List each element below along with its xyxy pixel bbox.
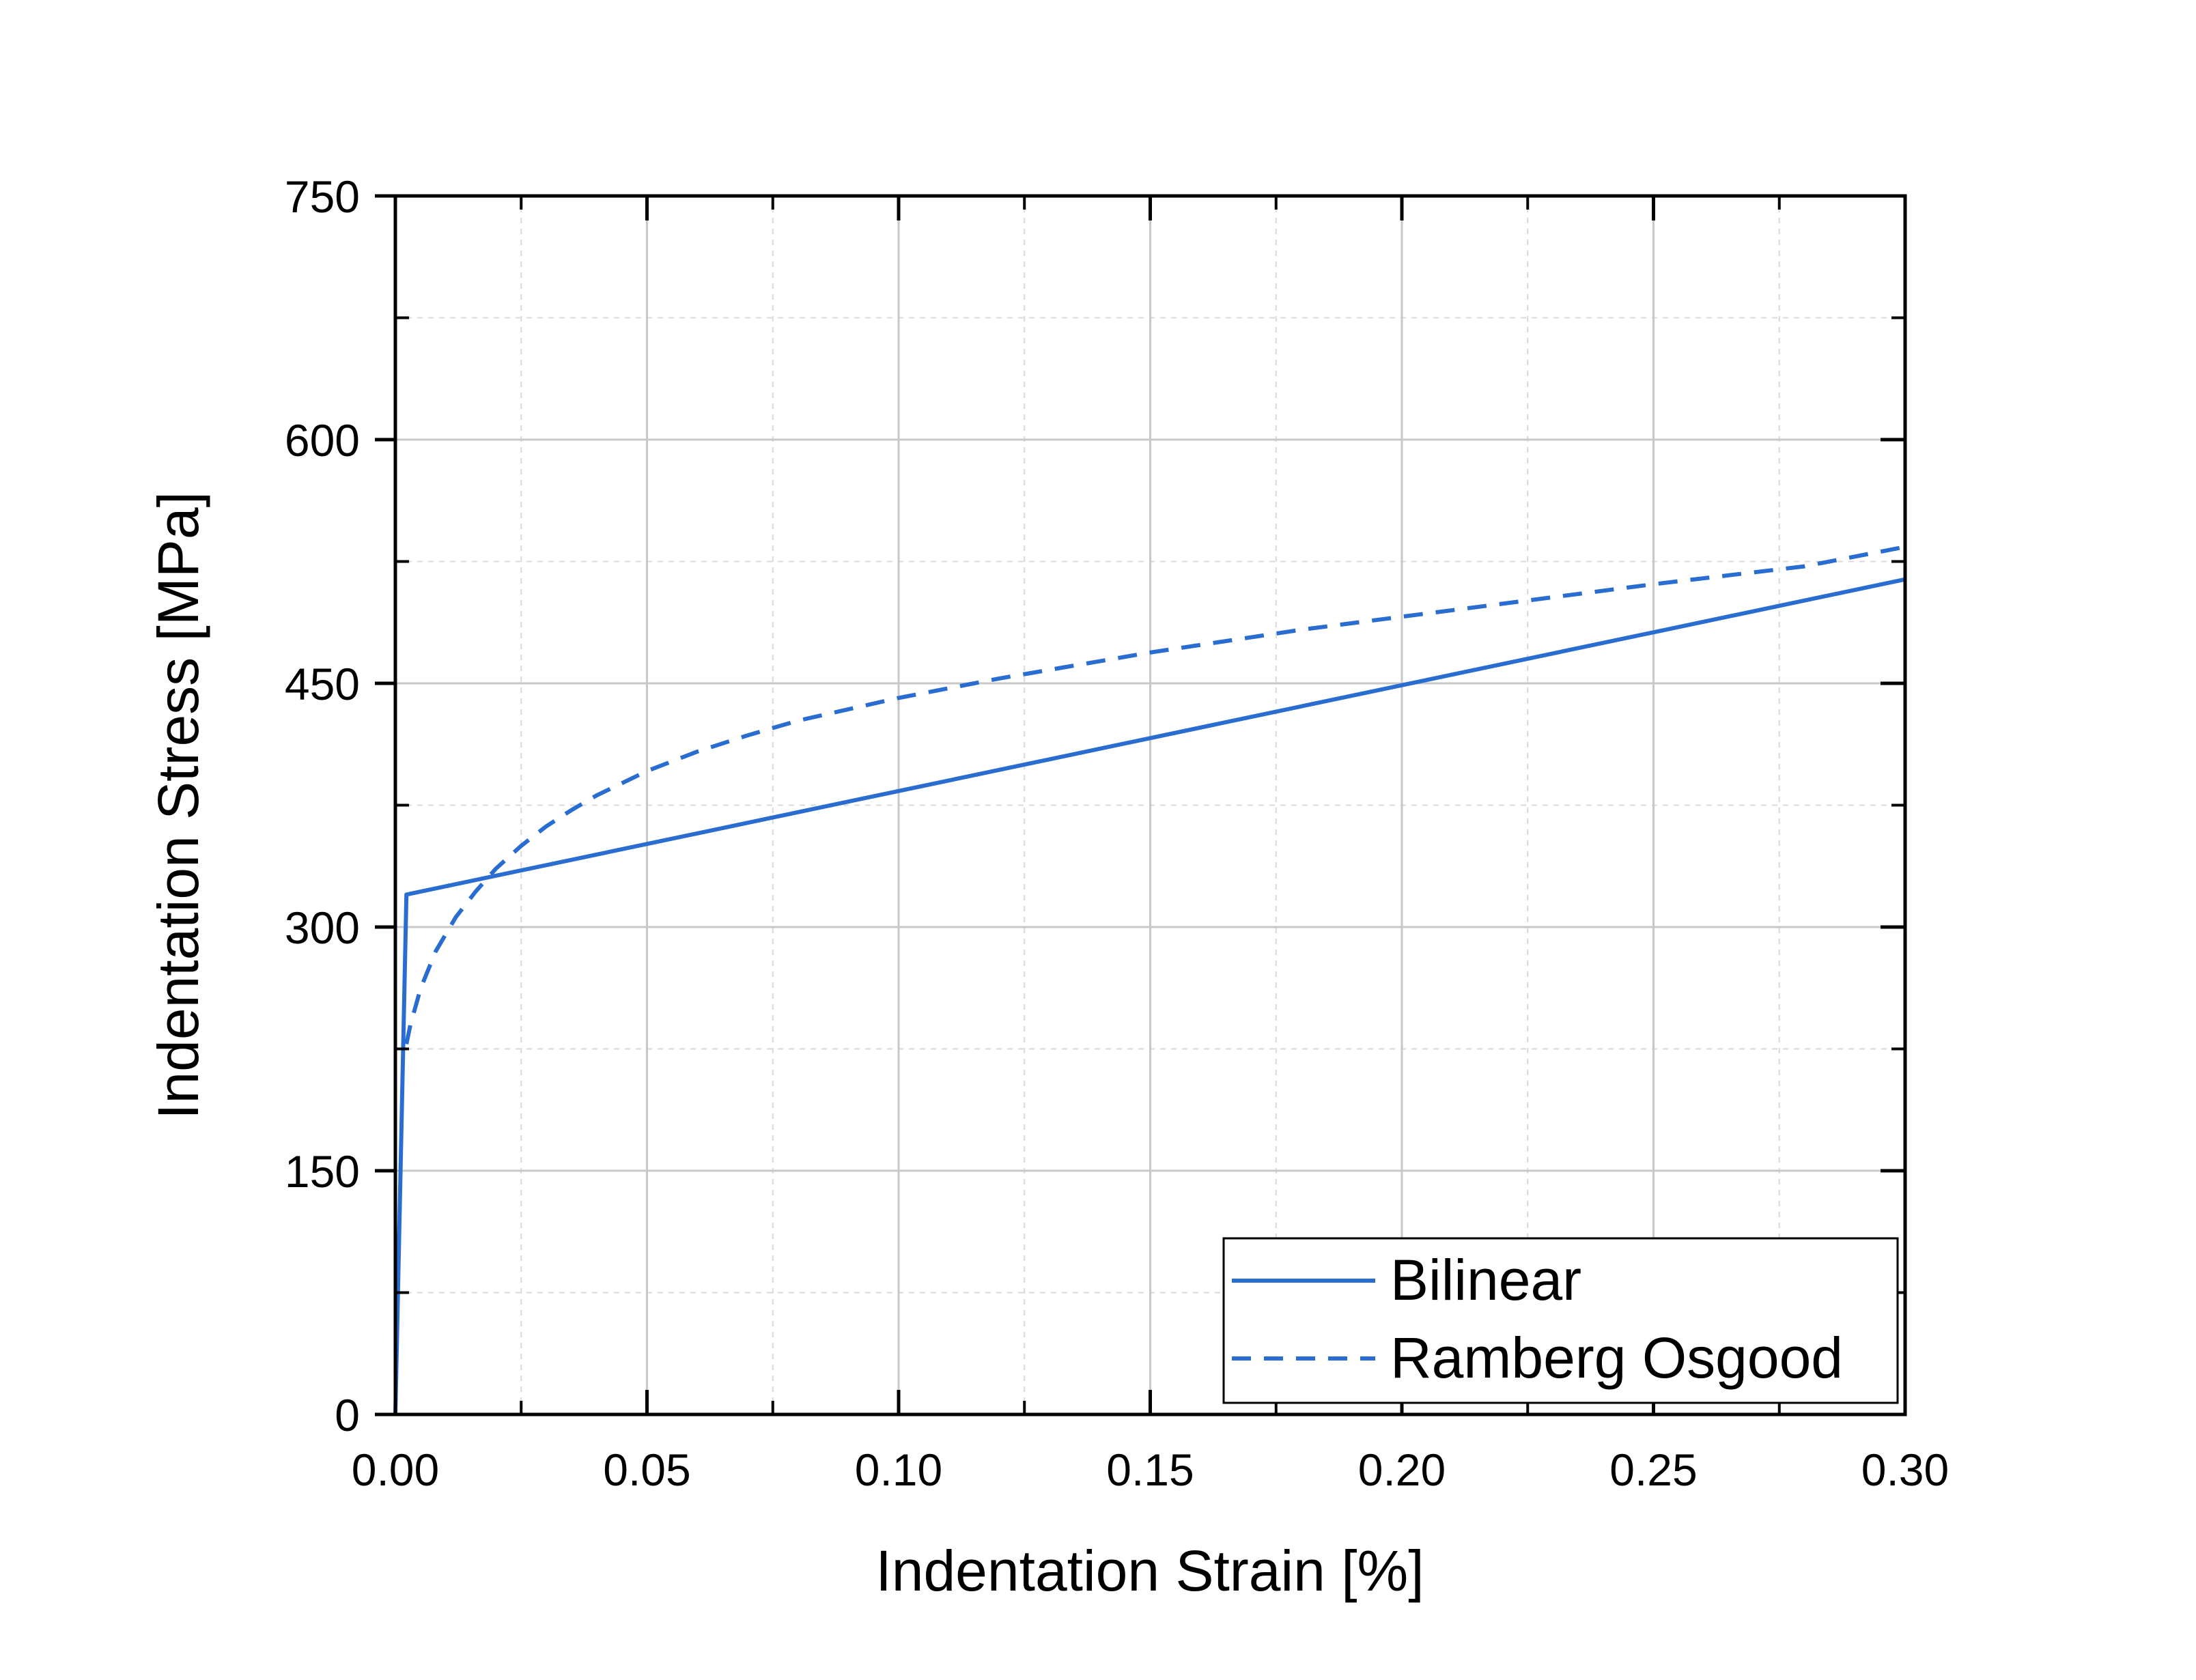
y-tick-label: 450 [285, 659, 360, 709]
x-tick-label: 0.10 [855, 1444, 942, 1495]
y-tick-label: 600 [285, 415, 360, 466]
x-tick-label: 0.25 [1609, 1444, 1697, 1495]
x-tick-label: 0.05 [603, 1444, 690, 1495]
x-tick-label: 0.00 [352, 1444, 439, 1495]
y-tick-label: 0 [335, 1390, 360, 1440]
y-tick-label: 150 [285, 1146, 360, 1197]
y-axis-title: Indentation Stress [MPa] [146, 492, 210, 1120]
series-line-bilinear [393, 577, 1906, 1415]
x-tick-labels: 0.00 0.05 0.10 0.15 0.20 0.25 0.30 [352, 1444, 1949, 1495]
x-tick-label: 0.20 [1358, 1444, 1446, 1495]
ticks [375, 194, 1907, 1416]
legend-box [1222, 1237, 1899, 1404]
x-axis-title: Indentation Strain [%] [875, 1539, 1424, 1603]
y-tick-label: 300 [285, 902, 360, 953]
legend-label-bilinear: Bilinear [1390, 1248, 1581, 1312]
legend: Bilinear Ramberg Osgood [1222, 1237, 1899, 1404]
major-grid [395, 196, 1905, 1414]
legend-label-ramberg-osgood: Ramberg Osgood [1390, 1326, 1843, 1390]
y-tick-label: 750 [285, 171, 360, 222]
series-layer [393, 545, 1906, 1415]
y-tick-labels: 0 150 300 450 600 750 [285, 171, 360, 1440]
x-tick-label: 0.15 [1106, 1444, 1194, 1495]
x-tick-label: 0.30 [1861, 1444, 1949, 1495]
series-line-ramberg-osgood [404, 545, 1906, 1045]
